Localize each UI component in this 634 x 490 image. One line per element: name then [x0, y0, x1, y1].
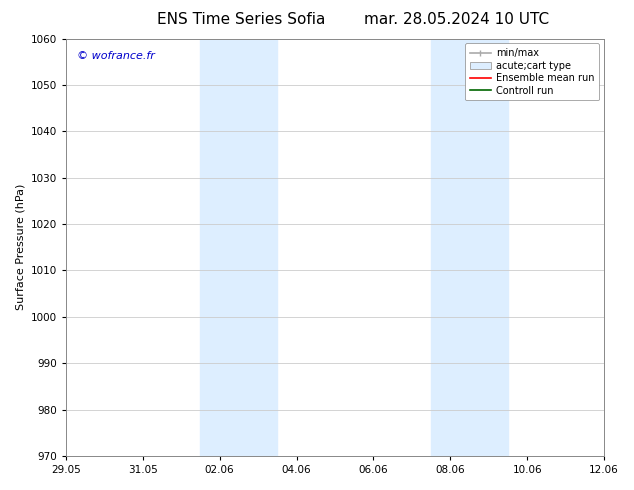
Bar [200, 39, 277, 456]
Text: © wofrance.fr: © wofrance.fr [77, 51, 155, 61]
Bar [431, 39, 508, 456]
Text: mar. 28.05.2024 10 UTC: mar. 28.05.2024 10 UTC [364, 12, 549, 27]
Y-axis label: Surface Pressure (hPa): Surface Pressure (hPa) [15, 184, 25, 311]
Legend: min/max, acute;cart type, Ensemble mean run, Controll run: min/max, acute;cart type, Ensemble mean … [465, 44, 599, 100]
Text: ENS Time Series Sofia: ENS Time Series Sofia [157, 12, 325, 27]
